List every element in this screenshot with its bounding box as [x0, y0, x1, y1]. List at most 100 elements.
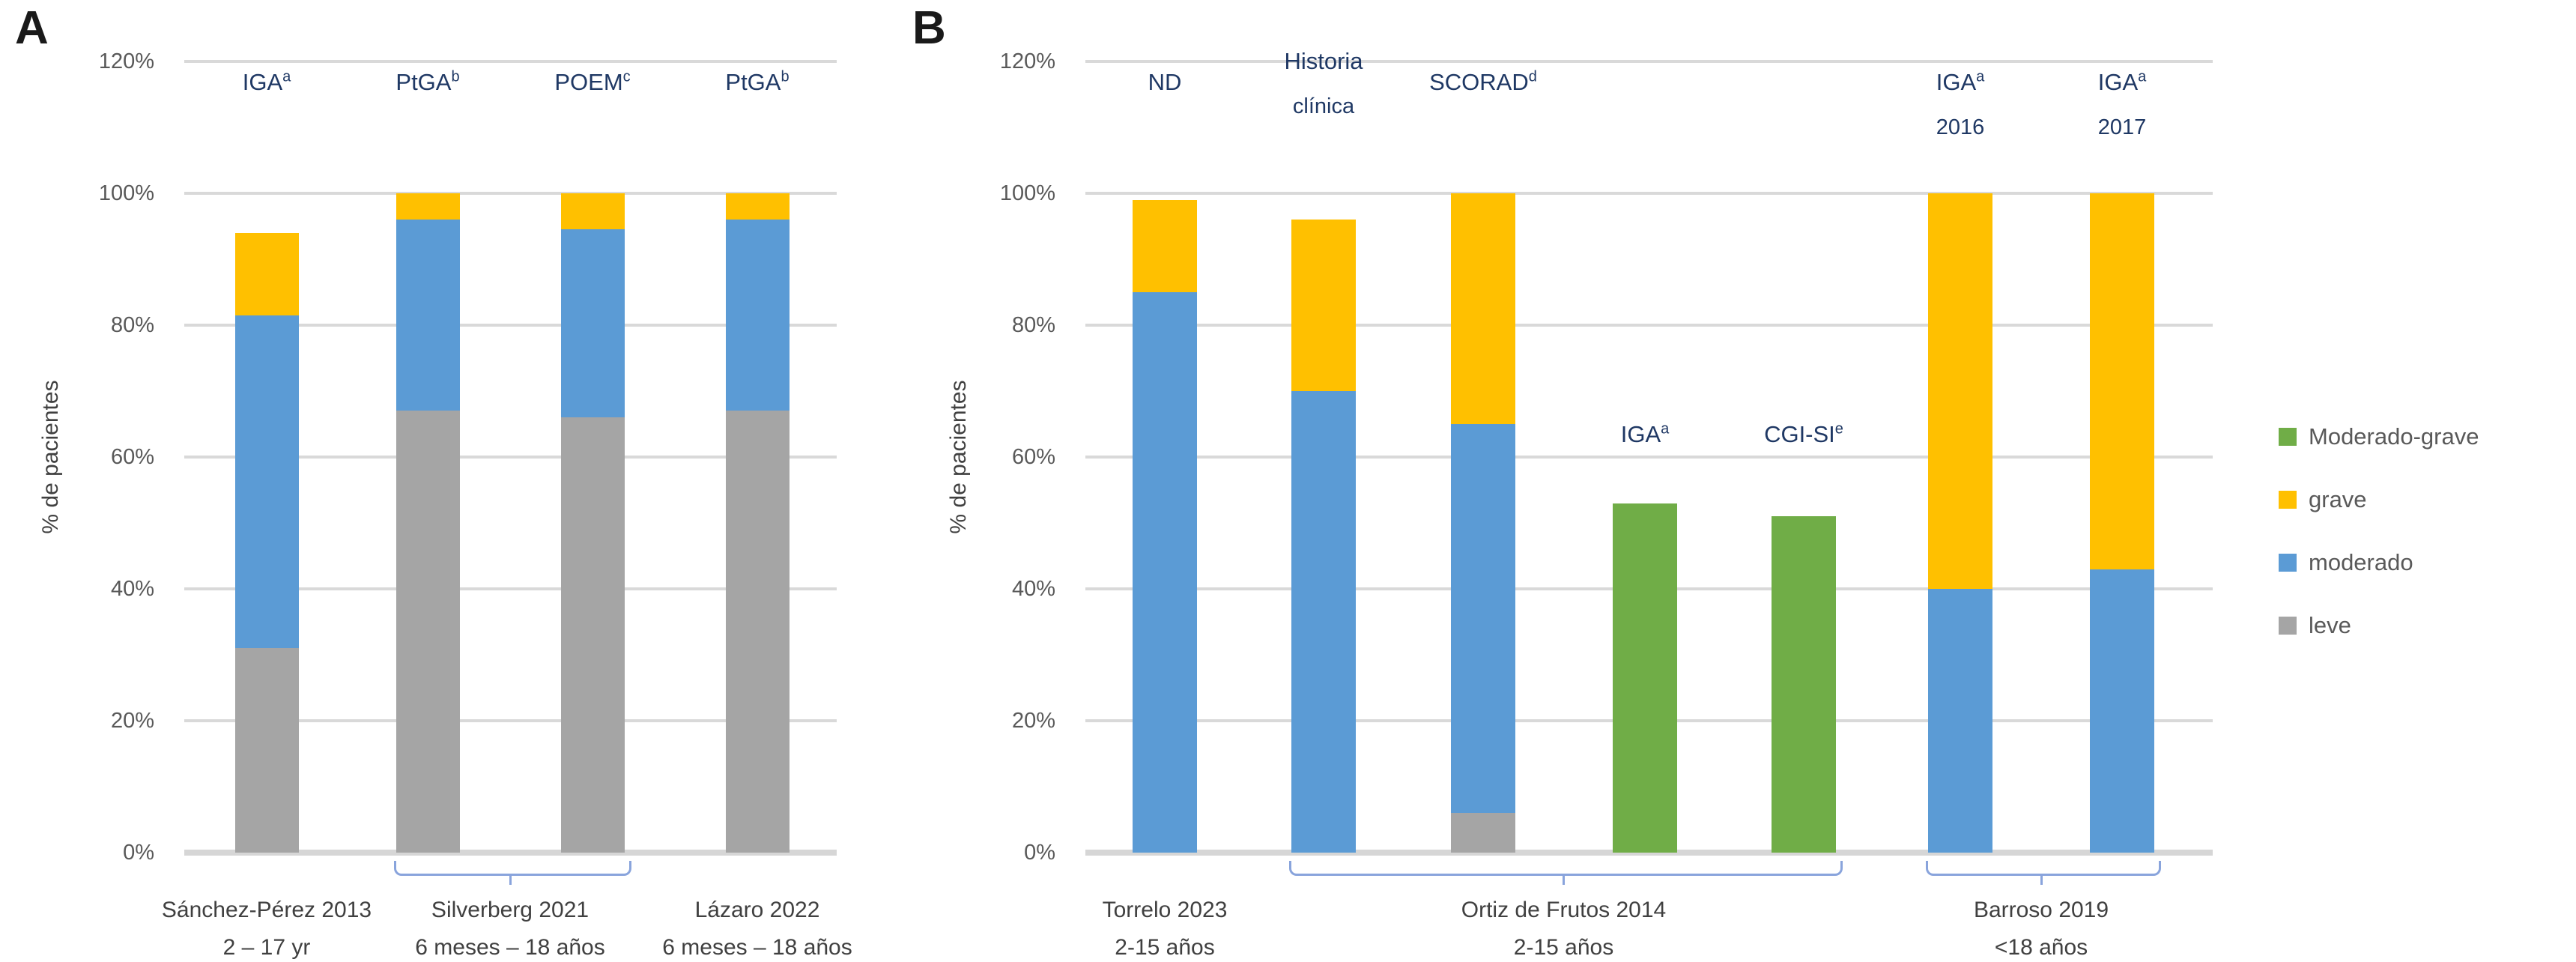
panel-b-y-tick-label: 40%	[1011, 577, 1055, 601]
panel-b-bar-1-segment-grave	[1291, 220, 1356, 391]
panel-b-bar-3-mid-label: IGAa	[1621, 411, 1670, 458]
panel-a-bar-1-segment-leve	[396, 411, 460, 853]
panel-b-group-2-title: Barroso 2019	[1973, 898, 2109, 922]
panel-a-y-tick-label: 100%	[98, 181, 154, 205]
panel-a-gridline-40	[184, 587, 837, 590]
panel-a-group-1-brace-tick	[509, 874, 512, 885]
panel-b-bar-2-top-label: SCORADd	[1429, 59, 1537, 106]
panel-b-bar-6-segment-grave	[2090, 193, 2154, 569]
panel-b-gridline-0	[1085, 850, 2213, 856]
panel-b-bar-0-top-label: ND	[1148, 59, 1182, 106]
panel-a-bar-3-segment-moderado	[725, 220, 790, 411]
panel-b-group-1-brace-tick	[1563, 874, 1565, 885]
panel-b-y-tick-label: 60%	[1011, 445, 1055, 469]
panel-b-bar-6-segment-moderado	[2090, 569, 2154, 853]
instrument-label-line: 2017	[2097, 115, 2147, 139]
panel-b-bar-1-segment-moderado	[1291, 391, 1356, 853]
panel-a-bar-0-segment-leve	[234, 648, 299, 853]
instrument-label-line: ND	[1148, 69, 1182, 95]
legend-swatch-leve	[2279, 617, 2297, 635]
instrument-label-line: IGAa	[242, 68, 291, 95]
panel-b-bar-1-top-label: Historia clínica	[1284, 38, 1363, 128]
footnote-superscript: a	[282, 68, 291, 85]
panel-a-letter: A	[15, 2, 49, 54]
panel-b-gridline-100	[1085, 192, 2213, 195]
panel-b-bar-5-segment-moderado	[1928, 589, 1992, 853]
panel-b-y-tick-label: 100%	[999, 181, 1055, 205]
panel-a-bar-2-segment-moderado	[560, 229, 625, 418]
panel-b-bar-5-top-label: IGAa 2016	[1936, 59, 1985, 149]
panel-a-bar-0-segment-moderado	[234, 315, 299, 649]
instrument-label-line: Historia	[1284, 48, 1363, 74]
instrument-label-line: POEMc	[554, 68, 631, 95]
panel-a-y-tick-label: 20%	[110, 709, 154, 733]
panel-a-gridline-60	[184, 456, 837, 459]
footnote-superscript: a	[1976, 68, 1985, 85]
panel-a-gridline-80	[184, 324, 837, 327]
panel-a-bar-3-segment-leve	[725, 411, 790, 853]
panel-a-bar-2-top-label: POEMc	[554, 59, 630, 106]
panel-b-group-1-subtitle: 2-15 años	[1513, 935, 1614, 960]
panel-b-bar-3-segment-moderado_grave	[1613, 503, 1677, 853]
panel-a-group-1-title: Silverberg 2021	[431, 898, 590, 922]
panel-b-bar-2-segment-leve	[1451, 813, 1515, 853]
panel-a-group-0-subtitle: 2 – 17 yr	[222, 935, 311, 960]
instrument-label-line: SCORADd	[1429, 68, 1537, 95]
panel-b-gridline-120	[1085, 60, 2213, 63]
panel-b-bar-5-segment-grave	[1928, 193, 1992, 589]
panel-b-group-1-title: Ortiz de Frutos 2014	[1461, 898, 1667, 922]
footnote-superscript: d	[1528, 68, 1537, 85]
instrument-label-line: IGAa	[1620, 420, 1670, 447]
panel-b-gridline-60	[1085, 456, 2213, 459]
panel-b-bar-6-top-label: IGAa 2017	[2098, 59, 2147, 149]
footnote-superscript: b	[451, 68, 460, 85]
instrument-label-line: CGI-SIe	[1764, 420, 1843, 447]
panel-b-bar-4-mid-label: CGI-SIe	[1764, 411, 1843, 458]
panel-a-bar-2-segment-leve	[560, 417, 625, 853]
panel-b-bar-0-segment-moderado	[1133, 292, 1197, 853]
footnote-superscript: a	[1661, 420, 1670, 438]
panel-a-group-2-subtitle: 6 meses – 18 años	[662, 935, 852, 960]
panel-a-bar-3-segment-grave	[725, 193, 790, 220]
panel-a-group-1-brace	[393, 861, 631, 876]
panel-a-group-0-title: Sánchez-Pérez 2013	[161, 898, 372, 922]
instrument-label-line: IGAa	[1936, 68, 1985, 95]
panel-b-group-0-title: Torrelo 2023	[1102, 898, 1228, 922]
panel-b-y-tick-label: 20%	[1011, 709, 1055, 733]
instrument-label-line: IGAa	[2097, 68, 2147, 95]
legend-label-moderado_grave: Moderado-grave	[2309, 423, 2479, 450]
panel-b-gridline-80	[1085, 324, 2213, 327]
panel-a-bar-1-segment-moderado	[396, 220, 460, 411]
panel-b-letter: B	[912, 2, 946, 54]
instrument-label-line: 2016	[1936, 115, 1985, 139]
footnote-superscript: a	[2138, 68, 2147, 85]
panel-a-group-1-subtitle: 6 meses – 18 años	[415, 935, 605, 960]
panel-a-y-tick-label: 0%	[123, 841, 154, 865]
panel-b-group-0-subtitle: 2-15 años	[1115, 935, 1215, 960]
instrument-label-line: clínica	[1292, 94, 1355, 118]
panel-a-gridline-100	[184, 192, 837, 195]
panel-b-y-tick-label: 0%	[1024, 841, 1055, 865]
panel-b-group-2-brace	[1926, 861, 2161, 876]
panel-a-bar-1-top-label: PtGAb	[396, 59, 459, 106]
panel-b-group-2-subtitle: <18 años	[1994, 935, 2088, 960]
panel-a-bar-0-segment-grave	[234, 232, 299, 315]
footnote-superscript: b	[781, 68, 790, 85]
panel-b-y-tick-label: 120%	[999, 49, 1055, 73]
panel-b-bar-2-segment-grave	[1451, 193, 1515, 424]
legend-swatch-grave	[2279, 491, 2297, 509]
panel-a-bar-0-top-label: IGAa	[243, 59, 291, 106]
panel-a-group-2-title: Lázaro 2022	[694, 898, 820, 922]
panel-b-bar-4-segment-moderado_grave	[1772, 516, 1836, 853]
panel-b-bar-0-segment-grave	[1133, 199, 1197, 292]
panel-a-bar-1-segment-grave	[396, 193, 460, 220]
panel-a-bar-3-top-label: PtGAb	[725, 59, 789, 106]
legend-swatch-moderado	[2279, 554, 2297, 572]
legend-label-leve: leve	[2309, 612, 2351, 638]
footnote-superscript: e	[1834, 420, 1843, 438]
panel-a-bar-2-segment-grave	[560, 193, 625, 230]
panel-a-gridline-120	[184, 60, 837, 63]
legend-label-moderado: moderado	[2309, 549, 2413, 575]
panel-b-group-2-brace-tick	[2040, 874, 2043, 885]
